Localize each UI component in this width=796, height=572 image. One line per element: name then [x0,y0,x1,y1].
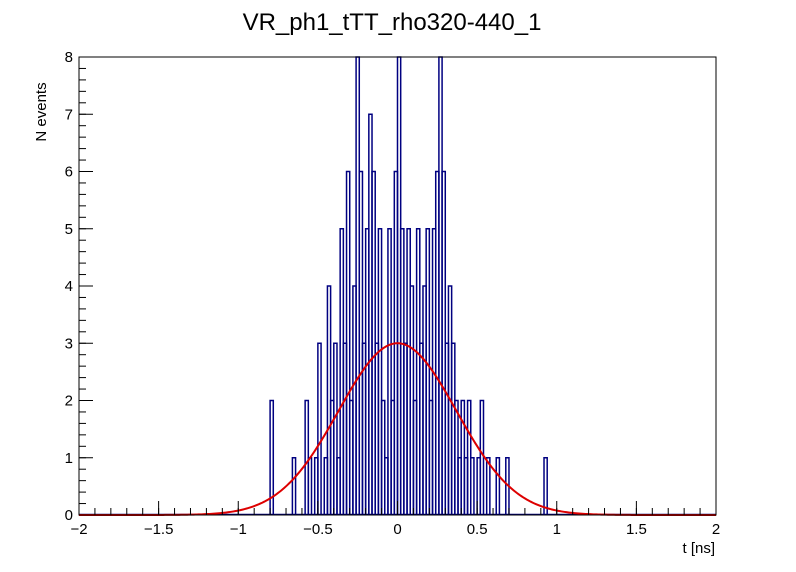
histogram-bin-27 [377,228,383,515]
y-tick-label: 0 [65,507,73,524]
histogram-bin-13 [333,342,338,515]
y-tick-label: 7 [65,106,73,123]
histogram-bin-61 [485,457,491,515]
y-tick-label: 8 [65,49,73,66]
y-tick-label: 1 [65,450,73,467]
histogram-bin-56 [470,457,475,515]
y-axis-label: N events [33,82,50,141]
histogram-bin-67 [543,457,548,515]
x-tick-label: 1 [553,521,561,538]
histogram-bin-30 [387,228,392,515]
histogram-bin-2 [291,457,297,515]
x-tick-label: −1.5 [144,521,174,538]
x-tick-label: 0.5 [467,521,488,538]
x-tick-label: 0 [393,521,401,538]
x-axis-label: t [ns] [682,540,715,557]
x-tick-label: −0.5 [303,521,333,538]
histogram-bin-8 [317,342,322,515]
y-tick-label: 2 [65,393,73,410]
x-tick-label: −1 [230,521,247,538]
x-tick-label: 2 [712,521,720,538]
histogram-bin-42 [425,228,431,515]
histogram-bin-63 [495,457,501,515]
y-tick-label: 4 [65,278,73,295]
axes: −2 −1.5 −1 −0.5 0 0.5 1 1.5 2 0 1 2 3 4 5 6 7 8 [65,49,721,538]
chart-title: VR_ph1_tTT_rho320-440_1 [243,9,542,36]
y-tick-label: 6 [65,164,73,181]
y-tick-label: 5 [65,221,73,238]
histogram-bin-5 [307,457,313,515]
x-tick-label: −2 [70,521,87,538]
x-tick-label: 1.5 [626,521,647,538]
histogram-bin-59 [479,399,485,515]
plot-area [79,56,716,516]
histogram-bin-0 [269,399,275,515]
histogram-bin-17 [345,170,351,515]
y-tick-label: 3 [65,335,73,352]
